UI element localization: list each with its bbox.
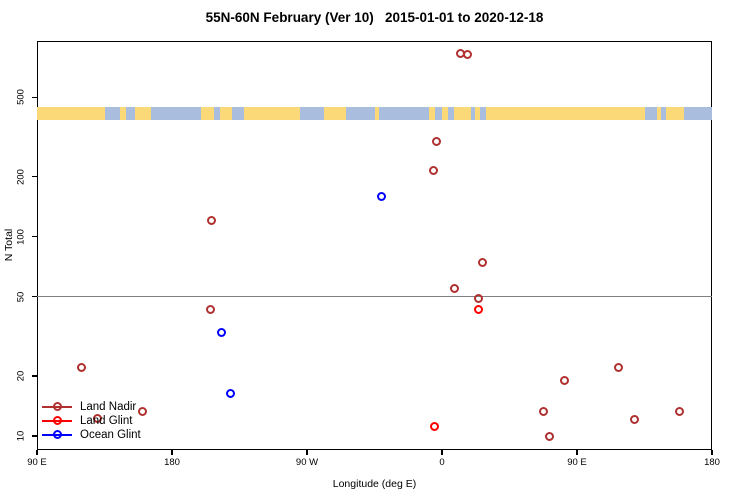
- map-strip-land-segment: [323, 107, 346, 120]
- x-tick: [441, 450, 443, 455]
- map-strip-land-segment: [37, 107, 105, 120]
- x-tick-label: 90 E: [567, 457, 587, 468]
- threshold-line: [37, 295, 712, 298]
- x-tick: [36, 450, 38, 455]
- legend-item: Land Glint: [42, 414, 141, 428]
- map-strip-land-segment: [454, 107, 471, 120]
- y-tick: [32, 176, 37, 178]
- y-tick-label: 200: [15, 168, 27, 185]
- x-tick: [576, 450, 578, 455]
- map-strip-land-segment: [134, 107, 151, 120]
- legend-label: Land Glint: [80, 415, 133, 427]
- y-tick: [32, 96, 37, 98]
- data-point: [473, 305, 483, 315]
- data-point: [217, 328, 226, 338]
- data-point: [449, 283, 459, 293]
- y-tick-label: 500: [15, 89, 27, 106]
- data-point: [205, 305, 215, 315]
- x-tick-label: 0: [439, 457, 445, 468]
- data-point: [473, 293, 483, 303]
- data-point: [613, 363, 623, 373]
- data-point: [76, 363, 86, 373]
- x-tick-label: 180: [164, 457, 180, 468]
- map-strip-land-segment: [665, 107, 684, 120]
- plot-area: [37, 41, 712, 450]
- x-axis-title: Longitude (deg E): [332, 478, 417, 490]
- data-point: [376, 191, 386, 201]
- data-point: [206, 216, 216, 226]
- legend-marker-circle: [52, 402, 62, 412]
- data-point: [629, 415, 639, 424]
- y-tick-label: 50: [15, 291, 27, 302]
- chart-title: 55N-60N February (Ver 10) 2015-01-01 to …: [205, 10, 544, 25]
- y-axis-title: N Total: [3, 228, 15, 262]
- data-point: [463, 50, 472, 60]
- legend-item: Land Nadir: [42, 400, 141, 414]
- x-tick-label: 90 E: [27, 457, 47, 468]
- map-strip-land-segment: [428, 107, 435, 120]
- y-tick-label: 100: [15, 228, 27, 245]
- map-strip-land-segment: [119, 107, 126, 120]
- legend-label: Land Nadir: [80, 401, 137, 413]
- legend-marker-circle: [52, 430, 62, 440]
- y-tick: [32, 236, 37, 238]
- data-point: [430, 422, 439, 432]
- y-tick: [32, 375, 37, 377]
- map-strip-land-segment: [220, 107, 232, 120]
- map-strip-land-segment: [374, 107, 379, 120]
- data-point: [137, 407, 147, 417]
- data-point: [674, 407, 684, 417]
- data-point: [478, 258, 487, 268]
- map-strip-land-segment: [485, 107, 645, 120]
- legend-item: Ocean Glint: [42, 428, 141, 442]
- legend-label: Ocean Glint: [80, 429, 141, 441]
- data-point: [544, 431, 554, 441]
- x-tick: [306, 450, 308, 455]
- x-tick-label: 90 W: [295, 457, 319, 468]
- data-point: [538, 407, 548, 417]
- y-tick-label: 20: [15, 370, 27, 382]
- data-point: [92, 414, 102, 424]
- legend-marker-circle: [52, 416, 62, 426]
- data-point: [226, 389, 235, 399]
- x-tick-label: 180: [704, 457, 720, 468]
- map-strip-land-segment: [200, 107, 214, 120]
- data-point: [559, 375, 569, 385]
- legend-marker-line: [42, 430, 72, 440]
- x-tick: [711, 450, 713, 455]
- legend-marker-line: [42, 402, 72, 412]
- y-tick-label: 10: [15, 430, 27, 442]
- data-point: [428, 165, 438, 175]
- map-strip-land-segment: [244, 107, 300, 120]
- map-strip-land-segment: [475, 107, 480, 120]
- data-point: [431, 137, 441, 147]
- y-tick: [32, 296, 37, 298]
- y-tick: [32, 435, 37, 437]
- legend: Land Nadir Land Glint Ocean Glint: [42, 400, 141, 442]
- legend-marker-line: [42, 416, 72, 426]
- x-tick: [171, 450, 173, 455]
- map-strip-land-segment: [656, 107, 661, 120]
- map-strip-land-segment: [442, 107, 448, 120]
